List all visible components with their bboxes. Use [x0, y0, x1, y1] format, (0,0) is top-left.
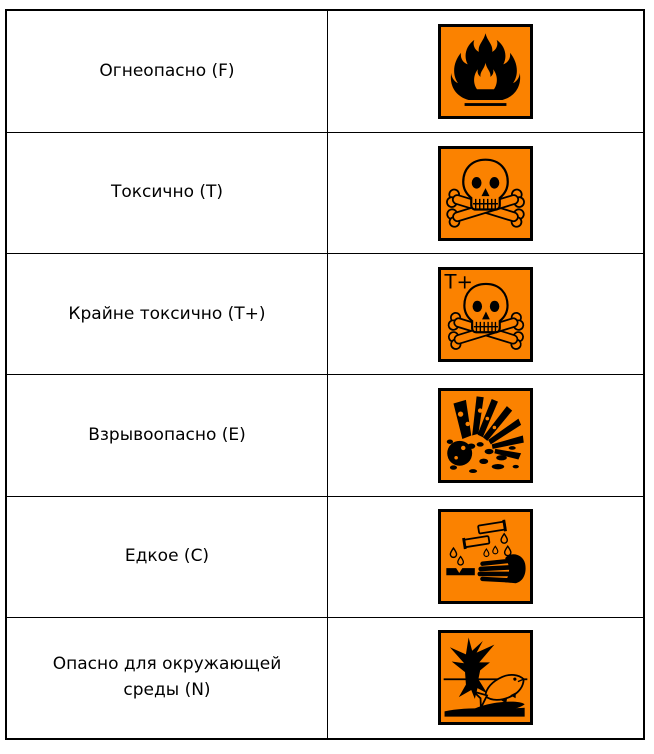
toxic-icon — [438, 145, 533, 241]
hazard-label-flammable: Огнеопасно (F) — [99, 60, 235, 81]
hazard-name-cell: Крайне токсично (T+) — [7, 253, 327, 374]
hazard-name-cell: Токсично (T) — [7, 132, 327, 253]
hazard-name-cell: Едкое (C) — [7, 495, 327, 617]
hazard-name-cell: Огнеопасно (F) — [7, 11, 327, 132]
hazard-name-cell: Опасно для окружающей среды (N) — [7, 616, 327, 738]
corrosive-icon — [438, 509, 533, 605]
hazard-label-explosive: Взрывоопасно (E) — [88, 424, 246, 445]
explosive-icon — [438, 388, 533, 484]
very-toxic-icon: T+ — [438, 266, 533, 362]
hazard-symbol-cell — [327, 132, 643, 254]
hazard-label-corrosive: Едкое (C) — [124, 545, 210, 566]
hazard-symbol-cell: T+ — [327, 253, 643, 375]
hazard-symbol-cell — [327, 374, 643, 496]
hazard-label-toxic: Токсично (T) — [110, 182, 224, 203]
hazard-name-cell: Взрывоопасно (E) — [7, 374, 327, 495]
hazard-label-very-toxic: Крайне токсично (T+) — [68, 303, 266, 324]
flammable-icon — [438, 24, 533, 120]
hazard-symbol-cell — [327, 11, 643, 133]
environment-icon — [438, 630, 533, 726]
hazard-symbol-cell — [327, 495, 643, 617]
hazard-label-environment: Опасно для окружающей среды (N) — [52, 654, 282, 700]
hazard-symbols-table: Огнеопасно (F) Токсично (T) — [5, 9, 645, 740]
t-plus-badge: T+ — [444, 271, 473, 294]
hazard-symbol-cell — [327, 616, 643, 738]
